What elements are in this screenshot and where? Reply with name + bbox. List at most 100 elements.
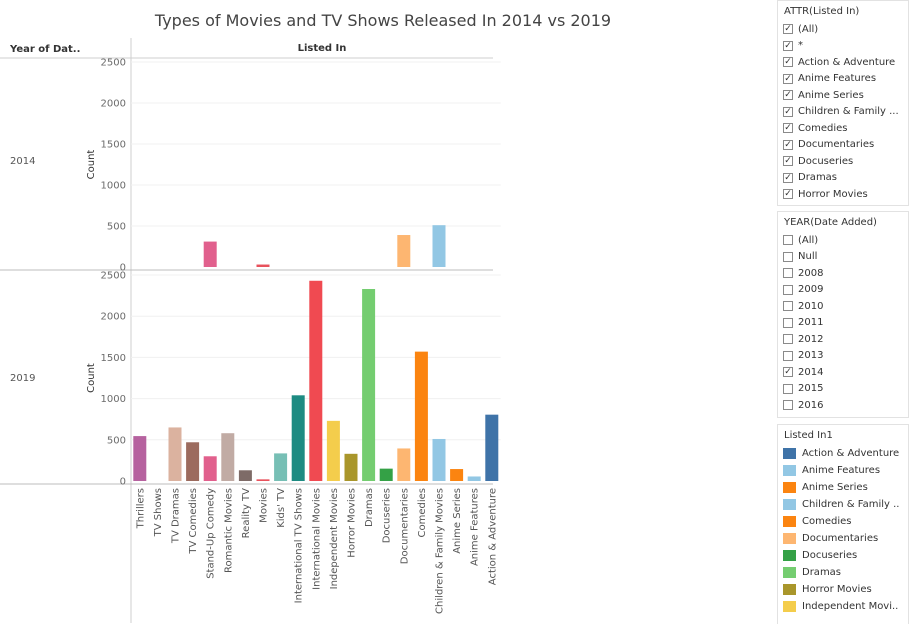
y-tick-label: 1500 (101, 353, 126, 364)
checkbox-unchecked-icon[interactable] (783, 334, 793, 345)
legend-label: Documentaries (802, 533, 879, 544)
checkbox-checked-icon[interactable]: ✓ (783, 156, 793, 167)
checkbox-checked-icon[interactable]: ✓ (783, 73, 793, 84)
legend-item[interactable]: Docuseries (778, 547, 908, 564)
column-header: Listed In (298, 43, 347, 54)
filter-title-listed-in: ATTR(Listed In) (784, 6, 860, 17)
filter-option[interactable]: ✓ Dramas (778, 170, 908, 187)
checkbox-checked-icon[interactable]: ✓ (783, 172, 793, 183)
legend-item[interactable]: Anime Features (778, 462, 908, 479)
checkbox-checked-icon[interactable]: ✓ (783, 189, 793, 200)
pane-2019: 0 500 1000 1500 2000 2500 Count 2019 (10, 271, 501, 488)
checkbox-checked-icon[interactable]: ✓ (783, 24, 793, 35)
x-tick-label: Anime Series (452, 488, 463, 554)
legend-swatch (783, 550, 796, 561)
filter-option[interactable]: ✓ Docuseries (778, 153, 908, 170)
filter-option-label: 2015 (798, 383, 824, 395)
x-tick-label: Children & Family Movies (435, 488, 446, 614)
filter-panel-year-added: YEAR(Date Added) (All) Null 2008 2009 2010 20… (777, 211, 909, 418)
legend-swatch (783, 601, 796, 612)
y-tick-label: 500 (107, 435, 126, 446)
x-tick-label: Movies (259, 488, 270, 523)
filter-option[interactable]: 2008 (778, 265, 908, 282)
legend-swatch (783, 482, 796, 493)
filter-option-label: 2014 (798, 366, 824, 378)
checkbox-checked-icon[interactable]: ✓ (783, 123, 793, 134)
filter-option[interactable]: ✓ Comedies (778, 120, 908, 137)
checkbox-checked-icon[interactable]: ✓ (783, 40, 793, 51)
legend-label: Children & Family .. (802, 499, 900, 510)
filter-option[interactable]: ✓ Action & Adventure (778, 54, 908, 71)
legend-item[interactable]: Children & Family .. (778, 496, 908, 513)
filter-option[interactable]: ✓ (All) (778, 21, 908, 38)
checkbox-unchecked-icon[interactable] (783, 383, 793, 394)
filter-option-label: 2008 (798, 267, 824, 279)
filter-list-listed-in: ✓ (All) ✓ * ✓ Action & Adventure ✓ Anime Featur… (778, 21, 908, 203)
checkbox-unchecked-icon[interactable] (783, 350, 793, 361)
bar (291, 395, 305, 481)
filter-option[interactable]: ✓ Documentaries (778, 137, 908, 154)
legend-item[interactable]: Horror Movies (778, 581, 908, 598)
checkbox-checked-icon[interactable]: ✓ (783, 90, 793, 101)
bar (397, 448, 411, 481)
filter-option[interactable]: ✓ 2014 (778, 364, 908, 381)
bar (432, 438, 446, 481)
legend-item[interactable]: Documentaries (778, 530, 908, 547)
checkbox-checked-icon[interactable]: ✓ (783, 367, 793, 378)
filter-option[interactable]: 2009 (778, 282, 908, 299)
legend-swatch (783, 499, 796, 510)
bar (186, 442, 200, 481)
x-tick-label: Anime Features (470, 488, 481, 566)
checkbox-unchecked-icon[interactable] (783, 317, 793, 328)
x-tick-label: Independent Movies (329, 488, 340, 589)
filter-option[interactable]: ✓ Anime Series (778, 87, 908, 104)
filter-option[interactable]: ✓ Horror Movies (778, 186, 908, 203)
filter-option-label: 2013 (798, 350, 824, 362)
filter-option[interactable]: 2011 (778, 315, 908, 332)
filter-option-label: Documentaries (798, 139, 875, 151)
bar (450, 469, 464, 481)
row-header: Year of Dat.. (9, 44, 80, 55)
checkbox-unchecked-icon[interactable] (783, 251, 793, 262)
checkbox-checked-icon[interactable]: ✓ (783, 139, 793, 150)
y-tick-label: 2500 (101, 58, 126, 69)
row-label: 2019 (10, 373, 35, 384)
bar (414, 351, 428, 481)
filter-option[interactable]: ✓ * (778, 38, 908, 55)
legend-item[interactable]: Action & Adventure (778, 445, 908, 462)
legend-swatch (783, 567, 796, 578)
filter-option[interactable]: ✓ Children & Family ... (778, 104, 908, 121)
bar (203, 456, 217, 481)
checkbox-unchecked-icon[interactable] (783, 301, 793, 312)
filter-title-year-added: YEAR(Date Added) (784, 217, 877, 228)
legend-item[interactable]: Comedies (778, 513, 908, 530)
checkbox-unchecked-icon[interactable] (783, 400, 793, 411)
legend-item[interactable]: Dramas (778, 564, 908, 581)
y-tick-label: 0 (120, 263, 126, 274)
filter-option[interactable]: 2015 (778, 381, 908, 398)
filter-option[interactable]: (All) (778, 232, 908, 249)
filter-option[interactable]: Null (778, 249, 908, 266)
checkbox-checked-icon[interactable]: ✓ (783, 57, 793, 68)
checkbox-unchecked-icon[interactable] (783, 268, 793, 279)
x-tick-label: TV Dramas (171, 488, 182, 544)
filter-option-label: (All) (798, 234, 819, 246)
y-tick-label: 2500 (101, 271, 126, 282)
legend-label: Horror Movies (802, 584, 872, 595)
filter-option[interactable]: ✓ Anime Features (778, 71, 908, 88)
legend-item[interactable]: Anime Series (778, 479, 908, 496)
checkbox-checked-icon[interactable]: ✓ (783, 106, 793, 117)
filter-option-label: Dramas (798, 172, 838, 184)
filter-option[interactable]: 2010 (778, 298, 908, 315)
checkbox-unchecked-icon[interactable] (783, 235, 793, 246)
filter-option[interactable]: 2013 (778, 348, 908, 365)
legend-label: Comedies (802, 516, 852, 527)
x-tick-label: Docuseries (382, 488, 393, 543)
filter-option[interactable]: 2016 (778, 397, 908, 414)
legend-item[interactable]: Independent Movi.. (778, 598, 908, 615)
filter-option[interactable]: 2012 (778, 331, 908, 348)
bar (344, 453, 358, 481)
filter-option-label: Docuseries (798, 155, 854, 167)
checkbox-unchecked-icon[interactable] (783, 284, 793, 295)
